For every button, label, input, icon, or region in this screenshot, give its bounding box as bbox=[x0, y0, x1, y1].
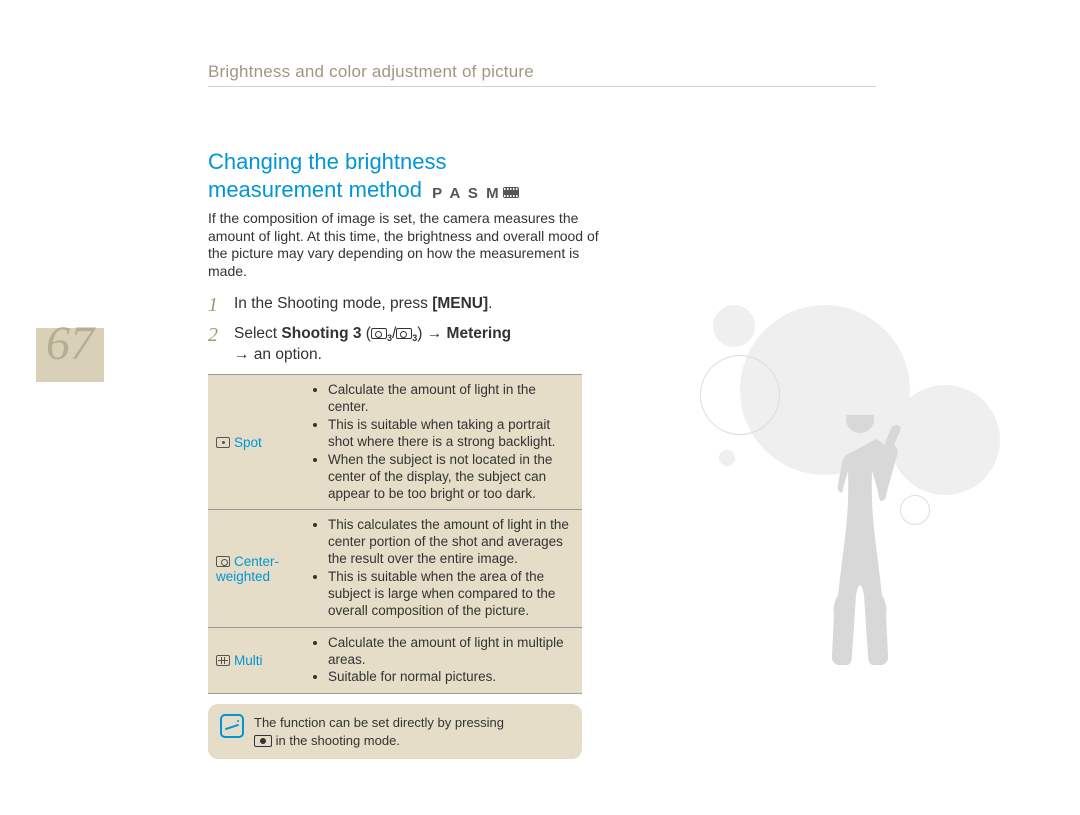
step-bold-metering: Metering bbox=[442, 325, 511, 342]
bullet-list: Calculate the amount of light in the cen… bbox=[312, 382, 574, 502]
title-line-1: Changing the brightness bbox=[208, 149, 447, 174]
step-2: 2 Select Shooting 3 (3/3) → Metering → a… bbox=[208, 324, 603, 366]
metering-label: Multi bbox=[234, 653, 263, 668]
spot-metering-icon bbox=[216, 437, 230, 448]
step-text: Select Shooting 3 (3/3) → Metering → an … bbox=[234, 324, 511, 366]
arrow-icon: → bbox=[234, 346, 250, 363]
note-box: The function can be set directly by pres… bbox=[208, 704, 582, 759]
page-number: 67 bbox=[46, 316, 94, 371]
section-title: Changing the brightness measurement meth… bbox=[208, 148, 603, 204]
paren-open: ( bbox=[361, 325, 370, 342]
list-item: Calculate the amount of light in multipl… bbox=[328, 635, 574, 669]
list-item: When the subject is not located in the c… bbox=[328, 452, 574, 503]
step-number: 2 bbox=[208, 324, 234, 366]
step-text: In the Shooting mode, press [MENU]. bbox=[234, 294, 492, 316]
center-metering-icon bbox=[216, 556, 230, 567]
note-line-2: in the shooting mode. bbox=[272, 733, 400, 748]
step-suffix: . bbox=[488, 295, 492, 312]
arrow-icon: → bbox=[427, 325, 443, 342]
step-1: 1 In the Shooting mode, press [MENU]. bbox=[208, 294, 603, 316]
steps-list: 1 In the Shooting mode, press [MENU]. 2 … bbox=[208, 294, 603, 366]
list-item: Suitable for normal pictures. bbox=[328, 669, 574, 686]
step-text-prefix: In the Shooting mode, press bbox=[234, 295, 432, 312]
metering-label: Spot bbox=[234, 435, 262, 450]
table-row: Multi Calculate the amount of light in mu… bbox=[208, 627, 582, 694]
bullet-list: Calculate the amount of light in multipl… bbox=[312, 635, 574, 687]
camera-icon bbox=[371, 328, 387, 339]
movie-mode-icon bbox=[503, 187, 519, 198]
step-bold: [MENU] bbox=[432, 295, 488, 312]
title-line-2: measurement method bbox=[208, 177, 422, 202]
step-number: 1 bbox=[208, 294, 234, 316]
list-item: Calculate the amount of light in the cen… bbox=[328, 382, 574, 416]
table-row: Center-weighted This calculates the amoun… bbox=[208, 510, 582, 627]
decorative-illustration bbox=[640, 295, 1020, 695]
note-icon bbox=[220, 714, 244, 738]
note-text: The function can be set directly by pres… bbox=[254, 714, 504, 749]
exposure-icon bbox=[254, 735, 272, 747]
step-prefix: Select bbox=[234, 325, 281, 342]
list-item: This is suitable when the area of the su… bbox=[328, 569, 574, 620]
list-item: This calculates the amount of light in t… bbox=[328, 517, 574, 568]
metering-label-cell: Spot bbox=[208, 375, 304, 510]
table-row: Spot Calculate the amount of light in the… bbox=[208, 375, 582, 510]
mode-indicators: P A S M bbox=[432, 177, 518, 205]
bubble-icon bbox=[700, 355, 780, 435]
metering-options-table: Spot Calculate the amount of light in the… bbox=[208, 374, 582, 694]
metering-desc-cell: This calculates the amount of light in t… bbox=[304, 510, 582, 627]
step-bold-shooting: Shooting 3 bbox=[281, 325, 361, 342]
bubble-icon bbox=[719, 450, 735, 466]
metering-label-cell: Center-weighted bbox=[208, 510, 304, 627]
metering-desc-cell: Calculate the amount of light in the cen… bbox=[304, 375, 582, 510]
mode-letters: P A S M bbox=[432, 185, 500, 202]
metering-desc-cell: Calculate the amount of light in multipl… bbox=[304, 627, 582, 694]
breadcrumb: Brightness and color adjustment of pictu… bbox=[208, 62, 534, 82]
bullet-list: This calculates the amount of light in t… bbox=[312, 517, 574, 619]
note-line-1: The function can be set directly by pres… bbox=[254, 715, 504, 730]
camera-icon-2 bbox=[396, 328, 412, 339]
main-content: Changing the brightness measurement meth… bbox=[208, 148, 603, 759]
bubble-icon bbox=[713, 305, 755, 347]
list-item: This is suitable when taking a portrait … bbox=[328, 417, 574, 451]
child-silhouette-icon bbox=[790, 415, 930, 695]
step-suffix: an option. bbox=[250, 346, 322, 363]
paren-close: ) bbox=[417, 325, 426, 342]
metering-label-cell: Multi bbox=[208, 627, 304, 694]
intro-paragraph: If the composition of image is set, the … bbox=[208, 210, 603, 280]
multi-metering-icon bbox=[216, 655, 230, 666]
header-divider bbox=[208, 86, 876, 87]
